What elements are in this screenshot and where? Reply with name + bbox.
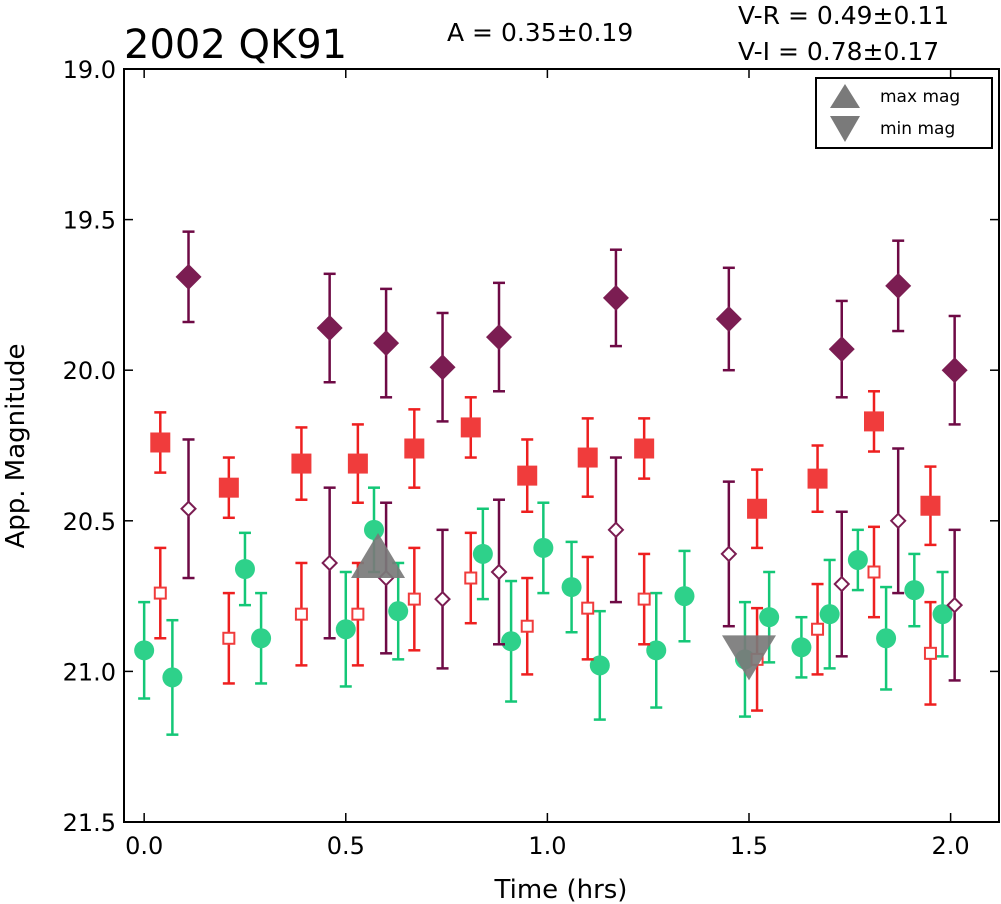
data-point-diamond	[828, 336, 855, 363]
data-point-open-square	[294, 607, 308, 621]
max-mag-marker	[351, 532, 406, 578]
legend-min-mag-label: min mag	[880, 119, 955, 139]
y-tick-label: 19.0	[63, 56, 116, 84]
data-point-open-square	[407, 592, 421, 606]
plot-frame	[123, 68, 1000, 823]
data-point-square	[150, 432, 171, 453]
data-point-diamond	[885, 272, 912, 299]
data-point-open-diamond	[720, 545, 738, 563]
x-tick-label: 2.0	[932, 832, 970, 860]
data-point-open-square	[637, 592, 651, 606]
y-tick-label: 20.5	[63, 508, 116, 536]
data-point-open-square	[222, 631, 236, 645]
data-point-circle	[162, 667, 183, 688]
data-point-square	[347, 453, 368, 474]
v-i-label: V-I = 0.78±0.17	[738, 37, 939, 66]
chart-title: 2002 QK91	[124, 22, 347, 68]
data-point-circle	[472, 543, 493, 564]
data-point-open-square	[153, 586, 167, 600]
data-layer	[134, 230, 968, 736]
data-point-circle	[646, 640, 667, 661]
data-point-open-diamond	[889, 512, 907, 530]
data-point-open-diamond	[434, 590, 451, 608]
axis-ticks: 0.0 0.5 1.0 1.5 2.0 19.0 19.5 20.0 20.5 21.0 21.5	[63, 56, 999, 860]
data-point-circle	[364, 519, 384, 540]
data-point-square	[577, 447, 598, 468]
data-point-open-square	[811, 622, 825, 636]
data-point-square	[747, 498, 768, 519]
min-mag-marker	[722, 635, 776, 681]
data-point-square	[404, 438, 425, 459]
v-r-label: V-R = 0.49±0.11	[738, 1, 949, 30]
data-point-circle	[674, 586, 695, 607]
data-point-circle	[819, 604, 840, 625]
legend-max-mag-icon	[830, 84, 860, 108]
data-point-open-diamond	[180, 500, 197, 518]
y-tick-label: 20.0	[63, 357, 116, 385]
data-point-diamond	[429, 354, 456, 381]
data-point-open-diamond	[607, 521, 625, 539]
data-point-circle	[234, 558, 255, 579]
data-point-circle	[501, 631, 522, 652]
x-tick-label: 0.0	[125, 832, 163, 860]
data-point-circle	[759, 607, 780, 628]
x-axis-label: Time (hrs)	[494, 875, 628, 904]
data-point-square	[634, 438, 655, 459]
data-point-circle	[876, 628, 897, 649]
data-point-circle	[533, 537, 554, 558]
data-point-square	[460, 417, 481, 438]
data-point-square	[920, 495, 941, 516]
data-point-circle	[904, 580, 925, 601]
data-point-diamond	[175, 263, 202, 290]
amplitude-label: A = 0.35±0.19	[447, 18, 633, 47]
data-point-diamond	[486, 324, 512, 351]
data-point-circle	[932, 604, 953, 625]
x-tick-label: 0.5	[327, 832, 365, 860]
data-point-square	[864, 411, 884, 432]
data-point-diamond	[941, 357, 968, 384]
data-point-square	[807, 468, 828, 489]
x-tick-label: 1.5	[730, 832, 768, 860]
y-axis-label: App. Magnitude	[1, 343, 31, 548]
data-point-diamond	[316, 315, 343, 342]
legend-min-mag-icon	[830, 116, 860, 142]
data-point-circle	[251, 628, 272, 649]
data-point-open-diamond	[321, 554, 339, 572]
data-point-circle	[134, 640, 155, 661]
data-point-open-square	[923, 646, 937, 660]
data-point-circle	[335, 619, 356, 640]
data-point-square	[218, 477, 239, 498]
data-point-open-square	[464, 571, 478, 585]
data-point-diamond	[602, 284, 629, 311]
data-point-circle	[791, 637, 812, 658]
x-tick-label: 1.0	[528, 832, 566, 860]
y-tick-label: 21.5	[63, 809, 116, 837]
data-point-circle	[847, 549, 868, 570]
data-point-circle	[589, 655, 610, 676]
data-point-open-square	[867, 565, 881, 579]
data-point-circle	[388, 601, 409, 622]
data-point-open-diamond	[833, 575, 851, 593]
legend: max mag min mag	[815, 77, 993, 149]
data-point-square	[291, 453, 312, 474]
data-point-open-diamond	[490, 563, 508, 581]
legend-max-mag-label: max mag	[880, 87, 960, 107]
y-tick-label: 21.0	[63, 658, 116, 686]
data-point-open-square	[520, 619, 534, 633]
data-point-circle	[561, 577, 582, 598]
data-point-open-square	[351, 607, 365, 621]
data-point-square	[517, 465, 538, 486]
y-tick-label: 19.5	[63, 207, 116, 235]
data-point-open-square	[581, 601, 595, 615]
data-point-diamond	[715, 305, 742, 332]
data-point-diamond	[373, 330, 400, 357]
data-point-open-diamond	[946, 596, 964, 614]
